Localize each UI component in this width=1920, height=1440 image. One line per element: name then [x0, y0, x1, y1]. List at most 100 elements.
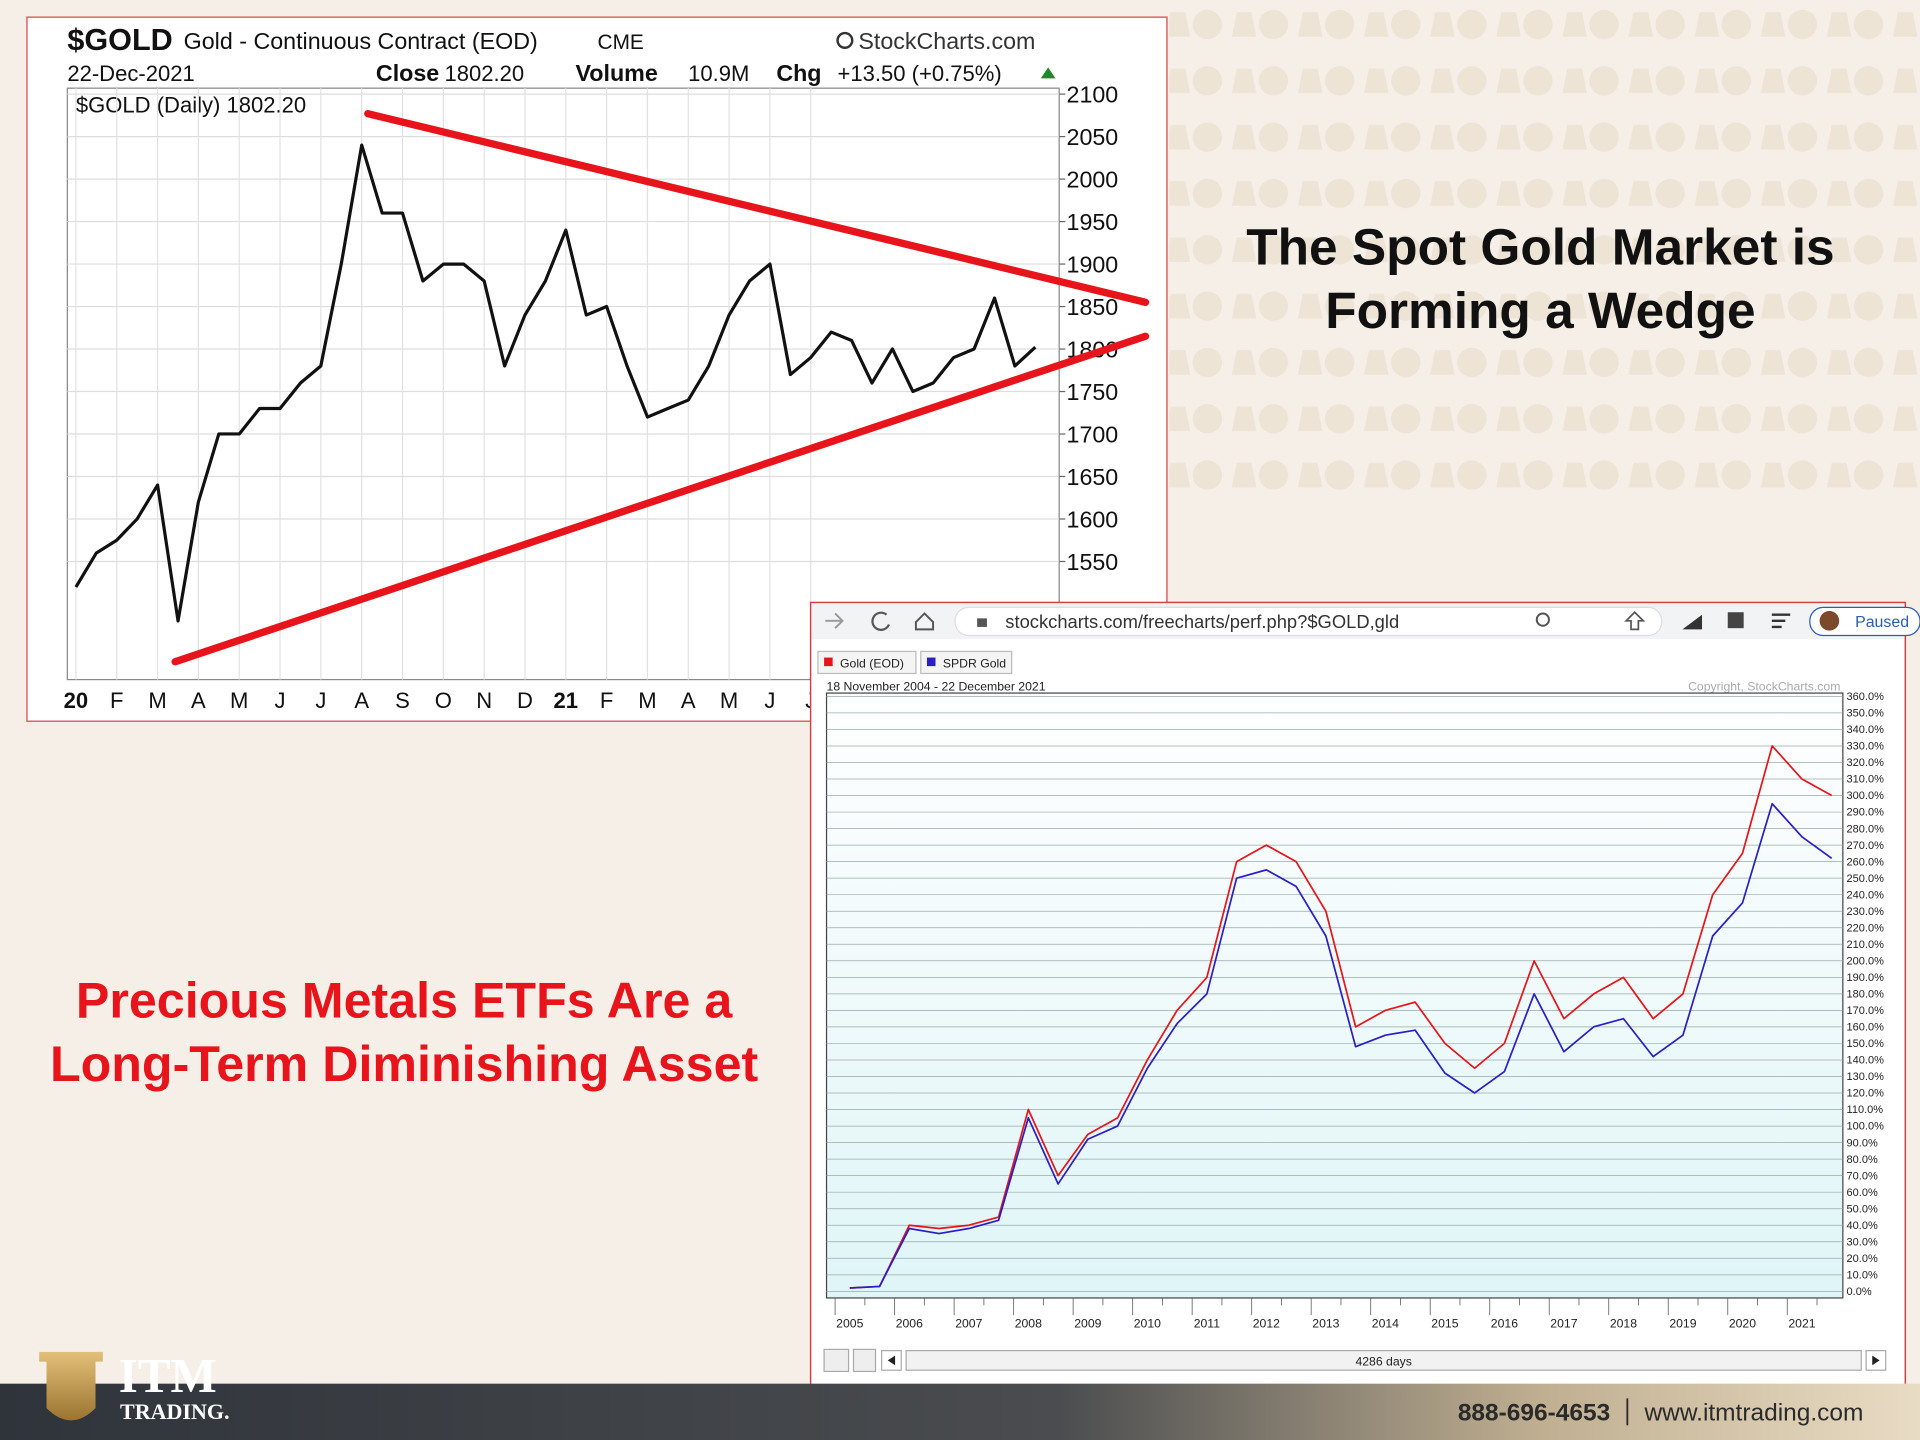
x-tick-label: A: [354, 688, 369, 713]
x-tick-label: D: [517, 688, 533, 713]
y-tick-label: 100.0%: [1847, 1121, 1885, 1133]
x-tick-label: F: [110, 688, 123, 713]
x-tick-label: 2011: [1194, 1316, 1221, 1330]
x-tick-label: 2006: [896, 1316, 923, 1330]
x-tick-label: 21: [554, 688, 579, 713]
close: 1802.20: [444, 61, 524, 86]
x-tick-label: 2018: [1610, 1316, 1637, 1330]
price-line: [849, 802, 1833, 1289]
legend-button[interactable]: [920, 650, 1013, 675]
headline: Precious Metals ETFs Are a: [76, 973, 733, 1029]
y-tick-label: 110.0%: [1847, 1104, 1884, 1116]
y-tick-label: 150.0%: [1847, 1038, 1885, 1050]
background-pattern: [1169, 0, 1920, 515]
y-tick-label: 200.0%: [1847, 955, 1885, 967]
x-tick-label: O: [435, 688, 452, 713]
home-button[interactable]: [914, 612, 935, 631]
x-tick-label: A: [191, 688, 206, 713]
y-tick-label: 240.0%: [1847, 889, 1885, 901]
source-icon: [836, 31, 854, 49]
x-tick-label: 2008: [1015, 1316, 1042, 1330]
logo-text: TRADING.: [120, 1399, 230, 1424]
x-tick-label: 2017: [1550, 1316, 1577, 1330]
y-tick-label: 260.0%: [1847, 856, 1885, 868]
x-tick-label: 2009: [1074, 1316, 1101, 1330]
star-icon[interactable]: [1624, 611, 1646, 631]
source: StockCharts.com: [858, 28, 1035, 54]
plot: [67, 88, 1066, 680]
avatar: [1819, 611, 1840, 631]
x-tick-label: 2019: [1669, 1316, 1696, 1330]
days: 4286 days: [1355, 1354, 1411, 1368]
y-tick-label: 80.0%: [1847, 1154, 1878, 1166]
date: 22-Dec-2021: [67, 61, 194, 86]
y-tick-label: 340.0%: [1847, 724, 1885, 736]
exchange: CME: [598, 31, 644, 54]
legend-swatch: [926, 657, 936, 667]
chart-type-button[interactable]: [823, 1348, 850, 1373]
menu-icon[interactable]: [1771, 613, 1791, 629]
y-tick-label: 320.0%: [1847, 757, 1885, 769]
symbol: $GOLD: [67, 23, 172, 57]
y-tick-label: 60.0%: [1847, 1187, 1878, 1199]
x-tick-label: 2010: [1134, 1316, 1161, 1330]
y-tick-label: 250.0%: [1847, 873, 1885, 885]
forward-button[interactable]: [825, 612, 844, 629]
y-tick-label: 290.0%: [1847, 807, 1885, 819]
x-tick-label: N: [476, 688, 492, 713]
phone: 888-696-4653: [1458, 1399, 1610, 1426]
chart-type-button[interactable]: [852, 1348, 877, 1373]
status: Paused: [1855, 614, 1909, 631]
y-tick-label: 330.0%: [1847, 741, 1885, 753]
reload-button[interactable]: [871, 611, 890, 631]
scrollbar[interactable]: [905, 1350, 1862, 1371]
y-tick-label: 50.0%: [1847, 1203, 1878, 1215]
headline: The Spot Gold Market is: [1246, 217, 1834, 275]
y-tick-label: 1700: [1067, 422, 1119, 448]
y-tick-label: 300.0%: [1847, 790, 1885, 802]
x-tick-label: M: [638, 688, 656, 713]
url: stockcharts.com/freecharts/perf.php?$GOL…: [1005, 611, 1399, 632]
x-tick-label: F: [600, 688, 613, 713]
close-label: Close: [376, 60, 439, 86]
chg-label: Chg: [776, 60, 821, 86]
y-tick-label: 1600: [1067, 507, 1119, 533]
x-tick-label: 2020: [1729, 1316, 1756, 1330]
y-tick-label: 1900: [1067, 252, 1119, 278]
volume: 10.9M: [688, 61, 749, 86]
price-line: [74, 143, 1037, 623]
x-tick-label: 2012: [1253, 1316, 1280, 1330]
up-arrow: [1040, 67, 1056, 79]
y-tick-label: 20.0%: [1847, 1253, 1878, 1265]
copyright: Copyright, StockCharts.com: [1688, 680, 1840, 694]
arrow-left: [887, 1355, 896, 1366]
extension-icon[interactable]: [1727, 612, 1744, 629]
y-tick-label: 230.0%: [1847, 906, 1885, 918]
y-tick-label: 120.0%: [1847, 1088, 1885, 1100]
zoom-icon[interactable]: [1535, 612, 1550, 627]
y-tick-label: 2100: [1067, 82, 1119, 108]
y-tick-label: 140.0%: [1847, 1055, 1885, 1067]
plot-frame: [66, 87, 1060, 681]
chg: +13.50 (+0.75%): [838, 61, 1002, 86]
y-tick-label: 1950: [1067, 209, 1119, 235]
y-tick-label: 130.0%: [1847, 1071, 1885, 1083]
x-tick-label: 2007: [955, 1316, 982, 1330]
y-tick-label: 2000: [1067, 167, 1119, 193]
trendline: [364, 109, 1150, 306]
logo-text: ITM: [119, 1348, 217, 1403]
legend-label: SPDR Gold: [943, 656, 1006, 670]
legend-button[interactable]: [817, 650, 917, 675]
y-tick-label: 1850: [1067, 294, 1119, 320]
y-tick-label: 310.0%: [1847, 774, 1885, 786]
profile-button[interactable]: [1809, 606, 1920, 637]
y-tick-label: 360.0%: [1847, 691, 1885, 703]
address-bar[interactable]: [954, 606, 1663, 637]
website: www.itmtrading.com: [1643, 1399, 1863, 1426]
y-tick-label: 280.0%: [1847, 823, 1885, 835]
x-tick-label: 2015: [1431, 1316, 1458, 1330]
y-tick-label: 1650: [1067, 464, 1119, 490]
footer-bar: [0, 1383, 1920, 1440]
